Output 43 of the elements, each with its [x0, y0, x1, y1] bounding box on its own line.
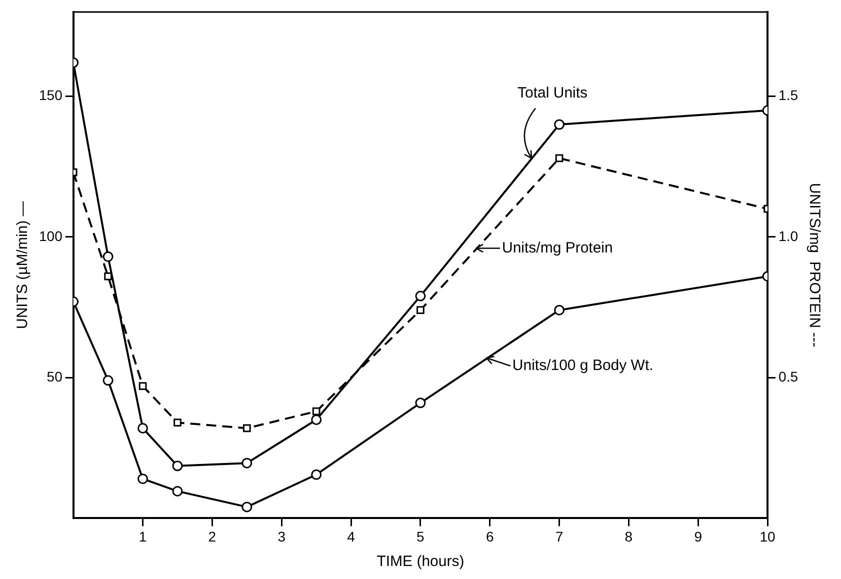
point [102, 375, 114, 386]
point [138, 474, 148, 484]
point [554, 304, 565, 316]
point [415, 290, 426, 302]
point [242, 458, 252, 468]
annotation: Total Units [518, 84, 588, 102]
x-tick-label: 3 [278, 528, 286, 544]
point [174, 418, 182, 427]
point [172, 486, 183, 496]
y2-axis-title: UNITS/mg PROTEIN --- [806, 183, 823, 348]
point [312, 407, 320, 416]
point [416, 306, 424, 314]
point [555, 154, 564, 162]
x-tick-label: 4 [347, 528, 356, 544]
x-tick-label: 1 [138, 528, 147, 544]
point [415, 398, 426, 408]
y-tick-label: 150 [39, 87, 63, 104]
y-axis-title: UNITS (µM/min) — [14, 201, 32, 330]
x-tick-label: 6 [486, 528, 494, 544]
x-tick-label: 5 [416, 528, 425, 544]
y2-tick-label: 1.0 [778, 228, 798, 244]
point [102, 251, 114, 262]
point [138, 382, 147, 390]
point [242, 424, 251, 432]
y-tick-label: 50 [46, 368, 63, 384]
point [138, 422, 148, 434]
y2-tick-label: 0.5 [778, 368, 798, 384]
annotation: Units/mg Protein [502, 239, 613, 256]
annotation: Units/100 g Body Wt. [512, 357, 654, 374]
x-tick-label: 2 [208, 528, 216, 544]
point [172, 460, 183, 472]
point [311, 414, 322, 426]
point [104, 272, 112, 280]
point [311, 469, 322, 480]
point [242, 502, 252, 512]
x-axis-title: TIME (hours) [376, 553, 464, 570]
x-tick-label: 8 [624, 528, 633, 544]
y-tick-label: 100 [39, 228, 63, 244]
point [554, 119, 565, 130]
y2-tick-label: 1.5 [778, 87, 798, 104]
x-tick-label: 9 [694, 528, 702, 544]
x-tick-label: 7 [555, 528, 564, 544]
x-tick-label: 10 [760, 528, 776, 544]
